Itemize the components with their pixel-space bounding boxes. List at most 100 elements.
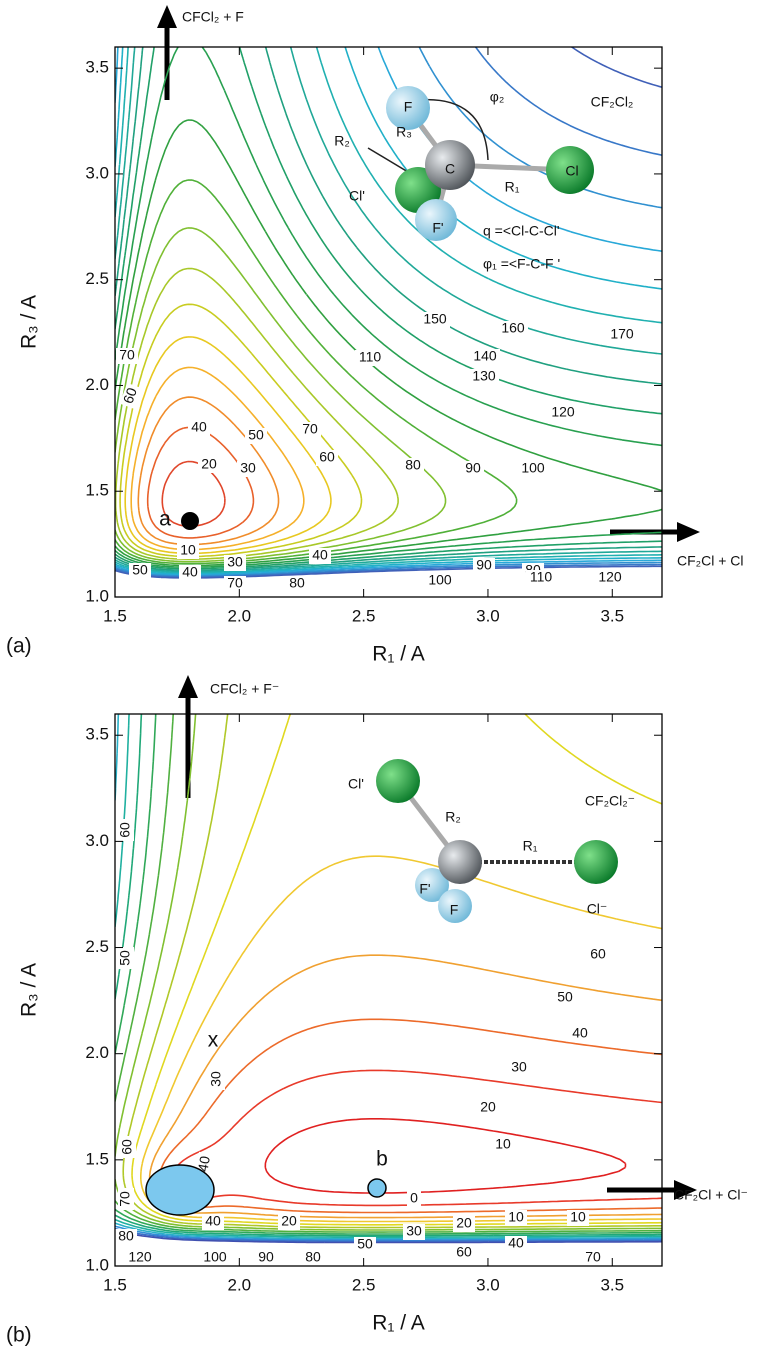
annotation: CF₂Cl + Cl bbox=[677, 553, 744, 569]
inset-label: CF₂Cl₂⁻ bbox=[585, 793, 635, 809]
contour-label: 100 bbox=[428, 572, 452, 588]
contour-label: 40 bbox=[312, 547, 328, 563]
contour-line bbox=[159, 1019, 662, 1212]
y-axis-label: R₃ / A bbox=[18, 295, 41, 349]
atom bbox=[574, 840, 618, 884]
contour-label: 70 bbox=[302, 421, 318, 437]
inset-label: F' bbox=[419, 881, 430, 897]
y-axis-label: R₃ / A bbox=[18, 963, 41, 1017]
y-tick-label: 3.5 bbox=[85, 58, 109, 77]
contour-label: 30 bbox=[511, 1059, 527, 1075]
contour-label: 10 bbox=[495, 1136, 511, 1152]
contour-label: 20 bbox=[201, 456, 217, 472]
contour-label: 90 bbox=[258, 1249, 274, 1265]
inset-label: R₂ bbox=[334, 133, 350, 149]
y-tick-label: 1.0 bbox=[85, 1255, 109, 1274]
contour-line bbox=[265, 1119, 625, 1193]
contour-label: 120 bbox=[598, 569, 622, 585]
contour-label: 150 bbox=[423, 311, 447, 327]
x-tick-label: 3.0 bbox=[476, 1275, 500, 1294]
annotation: x bbox=[208, 1029, 219, 1052]
contour-label: 160 bbox=[501, 320, 525, 336]
inset-label: F' bbox=[432, 220, 443, 236]
annotation: b bbox=[376, 1148, 388, 1171]
figure: 1501601707011014060130405070120206030809… bbox=[0, 0, 773, 1372]
contour-label: 50 bbox=[117, 950, 133, 966]
contour-label: 10 bbox=[508, 1209, 524, 1225]
contour-line bbox=[115, 47, 662, 569]
contour-label: 0 bbox=[410, 1190, 418, 1206]
x-tick-label: 2.0 bbox=[227, 1275, 251, 1294]
well-marker bbox=[146, 1165, 214, 1215]
contour-label: 40 bbox=[191, 419, 207, 435]
x-tick-label: 3.5 bbox=[600, 606, 624, 625]
contour-line bbox=[120, 304, 361, 556]
contour-label: 60 bbox=[117, 822, 133, 838]
inset-label: φ₁ =<F-C-F ' bbox=[483, 256, 560, 272]
x-tick-label: 3.0 bbox=[476, 606, 500, 625]
contour-line bbox=[115, 47, 662, 576]
x-tick-label: 2.0 bbox=[227, 606, 251, 625]
y-tick-label: 2.0 bbox=[85, 1043, 109, 1062]
y-tick-label: 1.5 bbox=[85, 481, 109, 500]
contours bbox=[115, 47, 662, 578]
contour-label: 140 bbox=[473, 348, 497, 364]
contour-label: 90 bbox=[465, 460, 481, 476]
contour-label: 50 bbox=[248, 427, 264, 443]
contour-label: 20 bbox=[456, 1215, 472, 1231]
contour-label: 60 bbox=[590, 946, 606, 962]
inset-label: Cl' bbox=[348, 776, 364, 792]
inset-label: R₂ bbox=[445, 809, 461, 825]
contour-label: 20 bbox=[480, 1099, 496, 1115]
x-tick-label: 2.5 bbox=[352, 606, 376, 625]
contour-label: 70 bbox=[585, 1249, 601, 1265]
y-tick-label: 3.0 bbox=[85, 163, 109, 182]
contour-label: 40 bbox=[205, 1213, 221, 1229]
inset-label: Cl⁻ bbox=[587, 901, 608, 917]
inset-label: F bbox=[450, 902, 459, 918]
contour-label: 50 bbox=[357, 1236, 373, 1252]
annotation: a bbox=[159, 508, 171, 531]
y-tick-label: 3.5 bbox=[85, 725, 109, 744]
inset-label: CF₂Cl₂ bbox=[591, 94, 634, 110]
contour-line bbox=[115, 47, 662, 578]
inset-label: Cl' bbox=[349, 188, 365, 204]
panel-label: (a) bbox=[6, 635, 32, 658]
contour-label: 60 bbox=[456, 1244, 472, 1260]
contour-label: 40 bbox=[182, 564, 198, 580]
contour-label: 30 bbox=[227, 554, 243, 570]
contour-label: 100 bbox=[203, 1249, 227, 1265]
atom bbox=[438, 840, 482, 884]
contour-label: 10 bbox=[570, 1209, 586, 1225]
y-tick-label: 3.0 bbox=[85, 831, 109, 850]
contour-label: 110 bbox=[530, 569, 553, 585]
contour-label: 60 bbox=[319, 449, 335, 465]
contour-label: 80 bbox=[405, 457, 421, 473]
contour-label: 90 bbox=[476, 557, 492, 573]
contour-line bbox=[115, 47, 662, 577]
inset-label: R₁ bbox=[523, 838, 538, 854]
y-tick-label: 1.0 bbox=[85, 586, 109, 605]
contour-label: 20 bbox=[281, 1213, 297, 1229]
contour-label: 30 bbox=[208, 1071, 224, 1087]
contour-label: 80 bbox=[289, 575, 305, 591]
contour-label: 30 bbox=[406, 1223, 422, 1239]
panel-label: (b) bbox=[6, 1324, 32, 1347]
contour-label: 80 bbox=[118, 1228, 134, 1244]
inset-label: C bbox=[445, 161, 455, 177]
contour-label: 60 bbox=[119, 1139, 135, 1155]
annotation: CFCl₂ + F⁻ bbox=[210, 681, 279, 697]
inset-label: q =<Cl-C-Cl' bbox=[483, 223, 560, 239]
inset-label: R₃ bbox=[396, 124, 412, 140]
inset-label: F bbox=[404, 99, 413, 115]
x-axis-label: R₁ / A bbox=[372, 643, 425, 666]
contour-label: 40 bbox=[508, 1235, 524, 1251]
contour-label: 80 bbox=[305, 1249, 321, 1265]
contour-label: 120 bbox=[551, 404, 575, 420]
contour-label: 50 bbox=[557, 989, 573, 1005]
contour-label: 50 bbox=[132, 562, 148, 578]
x-tick-label: 3.5 bbox=[600, 1275, 624, 1294]
contour-label: 130 bbox=[472, 368, 496, 384]
contour-label: 10 bbox=[180, 542, 196, 558]
inset-label: φ₂ bbox=[490, 89, 505, 105]
